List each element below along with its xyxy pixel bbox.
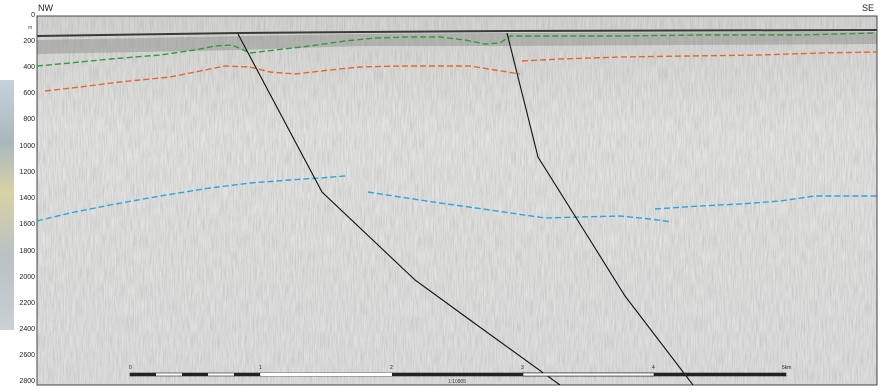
scale-tick: 4 [652, 365, 655, 371]
depth-tick: 2200 [19, 300, 35, 307]
fault-line-nw [237, 33, 561, 385]
depth-tick: 1200 [19, 169, 35, 176]
depth-tick: 1400 [19, 195, 35, 202]
seafloor-reflector [37, 29, 877, 37]
blue-horizon [36, 175, 346, 222]
scale-tick: 5km [782, 365, 792, 371]
depth-unit: m [28, 25, 33, 31]
depth-tick: 2800 [19, 378, 35, 385]
blue-horizon-se [654, 195, 877, 210]
depth-tick: 2600 [19, 352, 35, 359]
blue-horizon-central [367, 191, 673, 223]
depth-tick: 200 [23, 38, 35, 45]
plot-frame [36, 15, 878, 386]
orange-horizon [44, 65, 521, 92]
depth-tick: 2400 [19, 326, 35, 333]
scale-tick: 0 [129, 365, 132, 371]
depth-tick: 800 [23, 116, 35, 123]
scale-tick: 2 [390, 365, 393, 371]
shallow-reflector-band [37, 32, 877, 54]
green-horizon [36, 32, 878, 67]
seismic-texture [37, 16, 877, 385]
fault-line-se [506, 32, 694, 385]
depth-tick: 2000 [19, 274, 35, 281]
depth-tick: 600 [23, 90, 35, 97]
scale-bar [129, 372, 787, 377]
depth-tick: 0 [31, 12, 35, 19]
scale-ratio: 1:10905 [448, 379, 467, 385]
depth-tick: 1800 [19, 248, 35, 255]
depth-tick: 1000 [19, 143, 35, 150]
orange-horizon-se [521, 51, 878, 62]
map-inset-strip [0, 80, 14, 330]
nw-label: NW [38, 3, 53, 13]
depth-tick: 400 [23, 64, 35, 71]
se-label: SE [862, 3, 875, 13]
scale-tick: 3 [521, 365, 524, 371]
depth-tick: 1600 [19, 221, 35, 228]
scale-tick: 1 [259, 365, 262, 371]
